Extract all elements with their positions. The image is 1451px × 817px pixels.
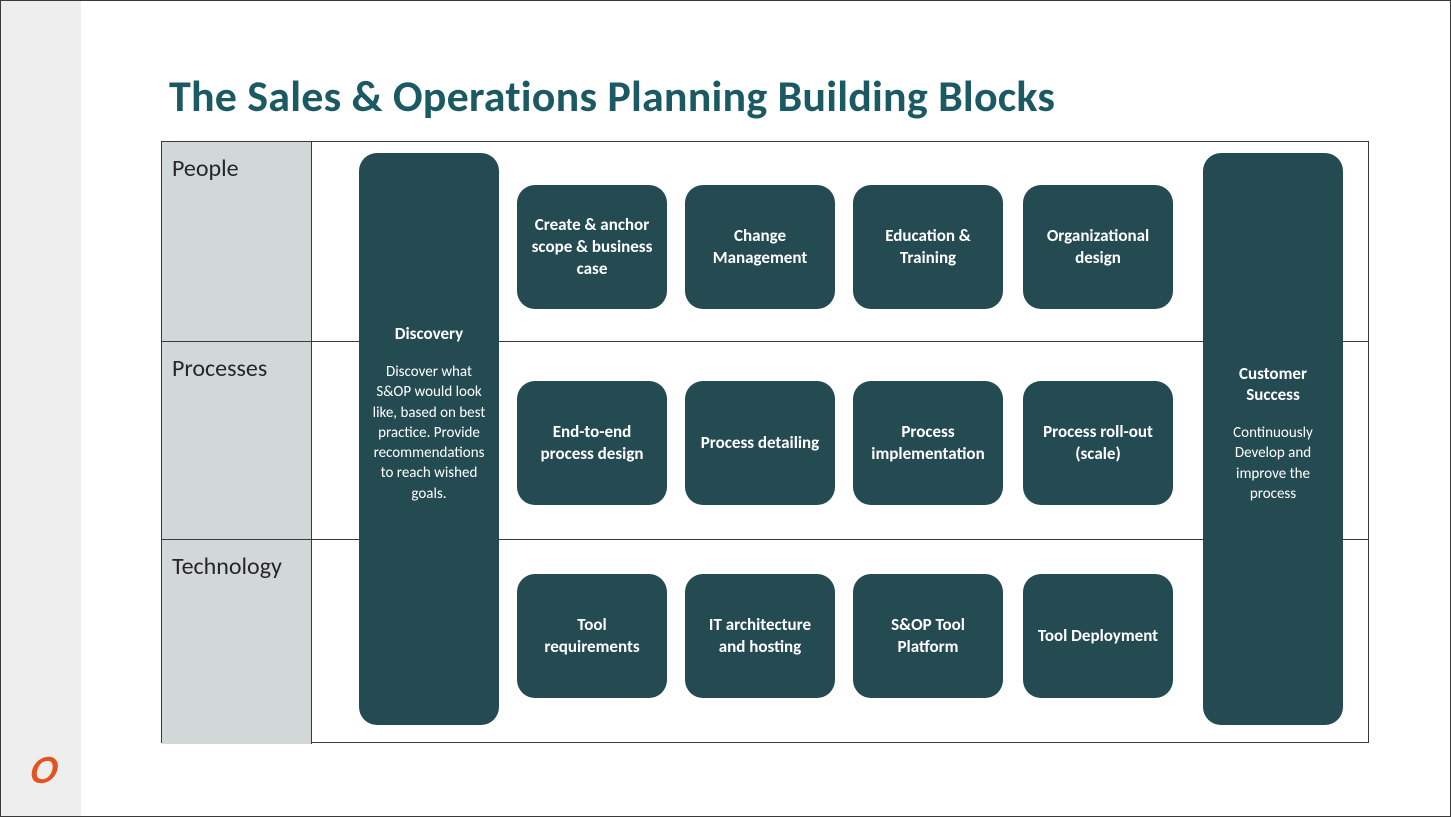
- block-processes-1: End-to-end process design: [517, 381, 667, 505]
- slide-canvas: The Sales & Operations Planning Building…: [81, 1, 1450, 816]
- block-people-1: Create & anchor scope & business case: [517, 185, 667, 309]
- row-label-cell-processes: Processes: [162, 342, 312, 539]
- block-processes-3: Process implementation: [853, 381, 1003, 505]
- pillar-customer-title: Customer Success: [1215, 363, 1331, 405]
- pillar-discovery-title: Discovery: [395, 323, 463, 344]
- block-technology-3: S&OP Tool Platform: [853, 574, 1003, 698]
- row-label-people: People: [172, 154, 239, 183]
- block-processes-4: Process roll-out (scale): [1023, 381, 1173, 505]
- block-technology-2: IT architecture and hosting: [685, 574, 835, 698]
- block-people-4: Organizational design: [1023, 185, 1173, 309]
- block-processes-2: Process detailing: [685, 381, 835, 505]
- block-people-3: Education & Training: [853, 185, 1003, 309]
- block-technology-4: Tool Deployment: [1023, 574, 1173, 698]
- sidebar-strip: [1, 1, 81, 816]
- pillar-customer-success: Customer Success Continuously Develop an…: [1203, 153, 1343, 725]
- page: The Sales & Operations Planning Building…: [0, 0, 1451, 817]
- page-title: The Sales & Operations Planning Building…: [169, 69, 1055, 123]
- row-label-processes: Processes: [172, 354, 267, 383]
- block-technology-1: Tool requirements: [517, 574, 667, 698]
- row-label-technology: Technology: [172, 552, 282, 581]
- block-people-2: Change Management: [685, 185, 835, 309]
- pillar-discovery: Discovery Discover what S&OP would look …: [359, 153, 499, 725]
- pillar-customer-body: Continuously Develop and improve the pro…: [1215, 423, 1331, 504]
- row-label-cell-technology: Technology: [162, 540, 312, 744]
- row-label-cell-people: People: [162, 142, 312, 341]
- pillar-discovery-body: Discover what S&OP would look like, base…: [371, 362, 487, 504]
